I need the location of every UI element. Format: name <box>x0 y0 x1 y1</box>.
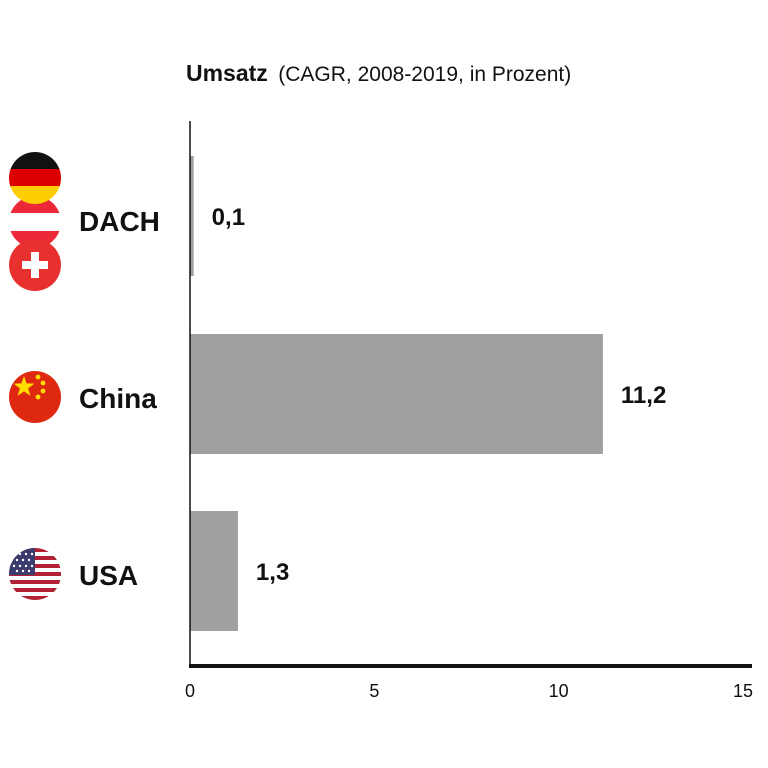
x-tick-label-15: 15 <box>733 681 753 701</box>
x-tick-label-0: 0 <box>185 681 195 701</box>
value-label-china: 11,2 <box>621 382 666 409</box>
switzerland-flag-icon <box>9 239 61 291</box>
chart-title-main: Umsatz <box>186 60 268 86</box>
category-label-usa: USA <box>79 560 138 591</box>
chart-subtitle: (CAGR, 2008-2019, in Prozent) <box>278 63 571 86</box>
x-tick-label-10: 10 <box>549 681 569 701</box>
bar-usa <box>190 511 238 631</box>
value-label-dach: 0,1 <box>212 204 245 231</box>
value-label-usa: 1,3 <box>256 559 289 586</box>
usa-flag-icon <box>9 548 61 600</box>
chart-title: Umsatz (CAGR, 2008-2019, in Prozent) <box>186 60 571 86</box>
bar-dach <box>190 156 194 276</box>
x-axis-ticks: 0 5 10 15 <box>185 681 753 701</box>
china-flag-icon <box>9 371 61 423</box>
dach-flags-icon <box>9 152 61 291</box>
bar-china <box>190 334 603 454</box>
category-label-dach: DACH <box>79 206 160 237</box>
x-tick-label-5: 5 <box>369 681 379 701</box>
bars <box>190 156 603 631</box>
category-label-china: China <box>79 383 157 414</box>
germany-flag-icon <box>9 152 61 204</box>
